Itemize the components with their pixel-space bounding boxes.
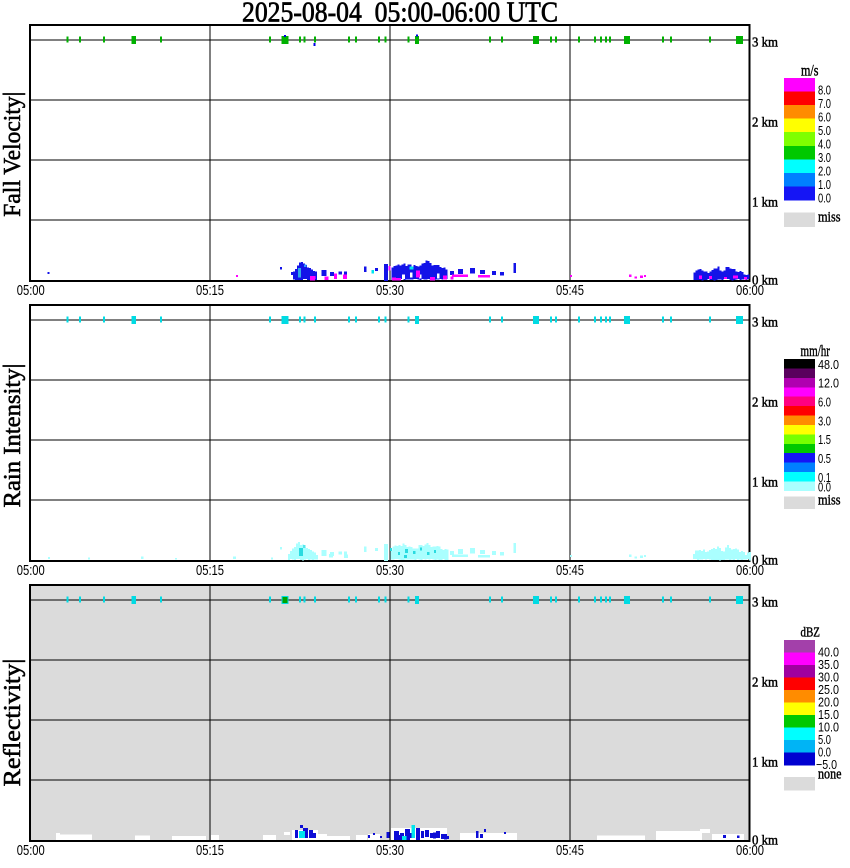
svg-text:0 km: 0 km	[752, 833, 778, 848]
svg-text:25.0: 25.0	[818, 682, 839, 697]
svg-text:3 km: 3 km	[752, 35, 778, 50]
svg-text:5.0: 5.0	[818, 123, 831, 138]
svg-text:1.0: 1.0	[818, 177, 831, 192]
svg-text:2 km: 2 km	[752, 115, 778, 130]
svg-text:2025-08-04 05:00-06:00 UTC: 2025-08-04 05:00-06:00 UTC	[242, 0, 558, 29]
svg-text:8.0: 8.0	[818, 82, 831, 97]
svg-text:20.0: 20.0	[818, 695, 839, 710]
svg-text:05:00: 05:00	[17, 282, 45, 299]
svg-text:0.0: 0.0	[818, 479, 831, 494]
svg-text:0.0: 0.0	[818, 191, 831, 206]
svg-text:1.5: 1.5	[818, 432, 831, 447]
svg-text:5.0: 5.0	[818, 732, 831, 747]
svg-text:2 km: 2 km	[752, 395, 778, 410]
svg-text:m/s: m/s	[801, 63, 819, 80]
svg-text:05:30: 05:30	[376, 282, 404, 299]
svg-text:3.0: 3.0	[818, 413, 831, 428]
svg-text:05:45: 05:45	[556, 842, 584, 859]
svg-text:dBZ: dBZ	[801, 626, 821, 641]
svg-text:05:30: 05:30	[376, 842, 404, 859]
svg-text:−5.0: −5.0	[816, 757, 837, 772]
svg-text:05:00: 05:00	[17, 842, 45, 859]
svg-text:05:15: 05:15	[196, 562, 224, 579]
svg-text:mm/hr: mm/hr	[801, 343, 831, 360]
svg-text:7.0: 7.0	[818, 96, 831, 111]
svg-text:0 km: 0 km	[752, 553, 778, 568]
svg-text:6.0: 6.0	[818, 109, 831, 124]
svg-text:Fall Velocity|: Fall Velocity|	[0, 92, 26, 217]
svg-text:35.0: 35.0	[818, 657, 839, 672]
svg-text:05:45: 05:45	[556, 282, 584, 299]
svg-text:12.0: 12.0	[818, 376, 839, 391]
svg-text:1 km: 1 km	[752, 195, 778, 210]
svg-text:1 km: 1 km	[752, 755, 778, 770]
svg-text:0.0: 0.0	[818, 745, 831, 760]
svg-text:2 km: 2 km	[752, 675, 778, 690]
svg-text:0 km: 0 km	[752, 273, 778, 288]
svg-text:0.5: 0.5	[818, 451, 831, 466]
svg-text:48.0: 48.0	[818, 357, 839, 372]
svg-text:06:00: 06:00	[736, 282, 764, 299]
svg-text:6.0: 6.0	[818, 395, 831, 410]
svg-text:05:15: 05:15	[196, 282, 224, 299]
svg-text:miss: miss	[818, 210, 841, 226]
svg-text:05:15: 05:15	[196, 842, 224, 859]
svg-text:0.1: 0.1	[818, 470, 831, 485]
svg-text:05:00: 05:00	[17, 562, 45, 579]
svg-text:3.0: 3.0	[818, 150, 831, 165]
svg-text:none: none	[818, 767, 842, 783]
svg-text:2.0: 2.0	[818, 164, 831, 179]
svg-text:30.0: 30.0	[818, 670, 839, 685]
svg-text:05:30: 05:30	[376, 562, 404, 579]
svg-text:06:00: 06:00	[736, 562, 764, 579]
svg-text:4.0: 4.0	[818, 136, 831, 151]
svg-text:06:00: 06:00	[736, 842, 764, 859]
svg-text:05:45: 05:45	[556, 562, 584, 579]
svg-text:Reflectivity|: Reflectivity|	[0, 659, 26, 787]
svg-text:3 km: 3 km	[752, 595, 778, 610]
svg-text:15.0: 15.0	[818, 707, 839, 722]
svg-text:10.0: 10.0	[818, 720, 839, 735]
svg-text:1 km: 1 km	[752, 475, 778, 490]
svg-text:3 km: 3 km	[752, 315, 778, 330]
svg-text:Rain Intensity|: Rain Intensity|	[0, 364, 26, 508]
svg-text:miss: miss	[818, 493, 841, 509]
svg-text:40.0: 40.0	[818, 645, 839, 660]
